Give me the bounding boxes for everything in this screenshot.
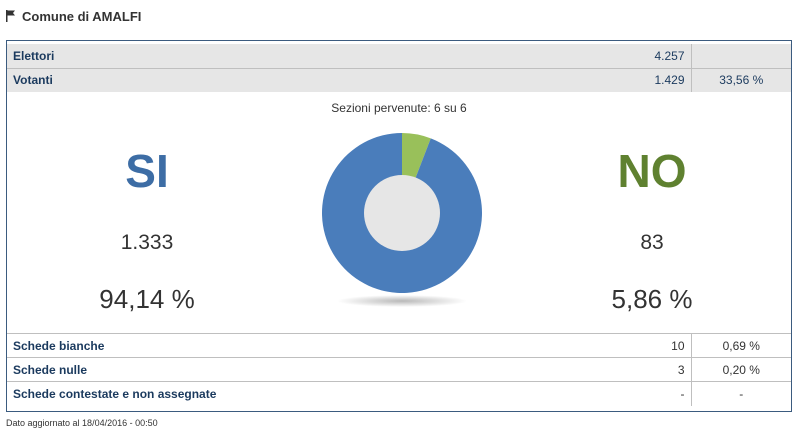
elettori-pct — [691, 44, 791, 69]
nulle-value: 3 — [581, 357, 692, 382]
elettori-value: 4.257 — [581, 44, 692, 69]
contestate-label: Schede contestate e non assegnate — [7, 381, 581, 406]
votanti-value: 1.429 — [581, 68, 692, 92]
nulle-label: Schede nulle — [7, 357, 581, 382]
donut-hole — [364, 175, 440, 251]
page-title: Comune di AMALFI — [22, 8, 142, 24]
sezioni-status: Sezioni pervenute: 6 su 6 — [331, 101, 467, 115]
contestate-value: - — [581, 381, 692, 406]
elettori-label: Elettori — [7, 44, 581, 69]
no-label: NO — [617, 145, 687, 197]
ballot-details-table: Schede bianche 10 0,69 % Schede nulle 3 … — [7, 333, 791, 406]
no-percentage: 5,86 % — [611, 284, 693, 314]
bianche-value: 10 — [581, 333, 692, 358]
nulle-pct: 0,20 % — [691, 357, 791, 382]
si-percentage: 94,14 % — [99, 284, 195, 314]
donut-chart-svg — [322, 133, 482, 307]
votanti-pct: 33,56 % — [719, 73, 764, 88]
results-panel: Elettori 4.257 Votanti 1.429 33,56 % Sez… — [6, 40, 792, 412]
bianche-label: Schede bianche — [7, 333, 581, 358]
bianche-pct: 0,69 % — [691, 333, 791, 358]
page-header: Comune di AMALFI — [6, 6, 141, 26]
donut-chart — [317, 131, 487, 311]
last-updated: Dato aggiornato al 18/04/2016 - 00:50 — [6, 418, 158, 428]
table-row: Schede bianche 10 0,69 % — [7, 333, 791, 358]
table-row: Elettori 4.257 — [7, 44, 791, 69]
si-count: 1.333 — [120, 231, 174, 254]
no-count: 83 — [640, 231, 664, 254]
turnout-table: Elettori 4.257 Votanti 1.429 33,56 % — [7, 44, 791, 92]
table-row: Votanti 1.429 33,56 % — [7, 68, 791, 92]
table-row: Schede nulle 3 0,20 % — [7, 357, 791, 382]
contestate-pct: - — [691, 381, 791, 406]
si-label: SI — [125, 145, 169, 197]
table-row: Schede contestate e non assegnate - - — [7, 381, 791, 406]
votanti-label: Votanti — [13, 73, 53, 88]
flag-icon — [6, 10, 16, 22]
chart-shadow — [337, 295, 467, 307]
